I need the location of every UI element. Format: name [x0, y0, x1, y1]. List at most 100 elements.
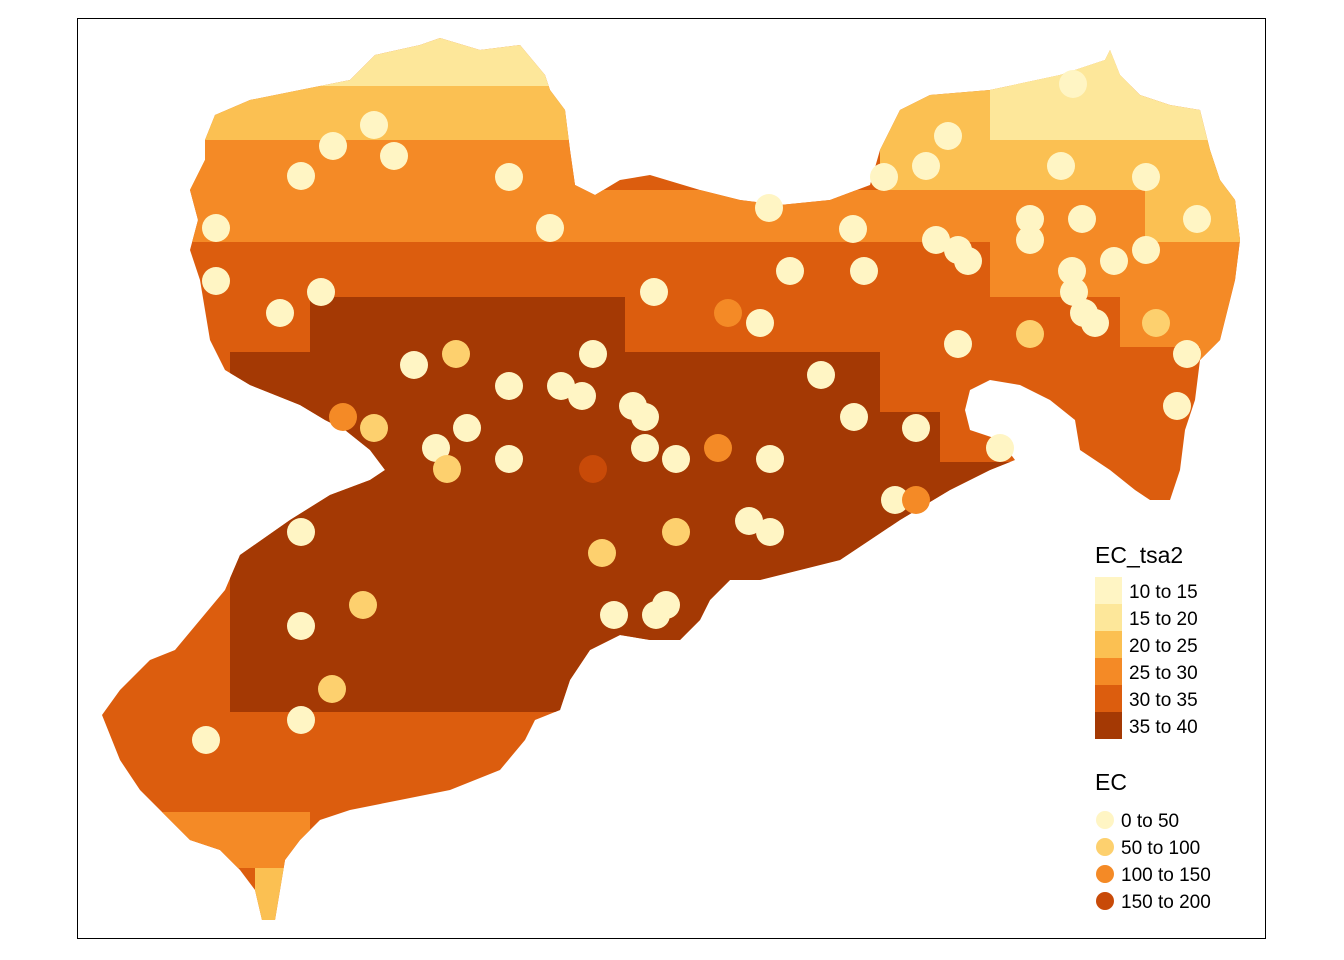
ec-station-point — [319, 132, 347, 160]
ec-station-point — [631, 403, 659, 431]
ec-station-point — [944, 330, 972, 358]
raster-legend-title: EC_tsa2 — [1095, 542, 1183, 568]
ec-station-point — [735, 507, 763, 535]
ec-station-point — [579, 455, 607, 483]
raster-legend-swatch — [1095, 604, 1122, 631]
temperature-raster — [102, 38, 1240, 920]
ec-station-point — [1047, 152, 1075, 180]
ec-station-point — [756, 518, 784, 546]
raster-legend-label: 15 to 20 — [1129, 609, 1198, 630]
ec-station-point — [307, 278, 335, 306]
ec-station-point — [776, 257, 804, 285]
ec-station-point — [266, 299, 294, 327]
ec-station-point — [360, 111, 388, 139]
point-legend: EC 0 to 50 50 to 100 100 to 150 150 to 200 — [1095, 769, 1211, 913]
ec-station-point — [192, 726, 220, 754]
raster-band — [990, 86, 1240, 140]
point-legend-label: 50 to 100 — [1121, 838, 1200, 859]
point-legend-label: 0 to 50 — [1121, 811, 1179, 832]
ec-station-point — [287, 518, 315, 546]
ec-station-point — [287, 612, 315, 640]
ec-station-point — [495, 163, 523, 191]
raster-band — [255, 868, 285, 920]
raster-band — [1200, 347, 1240, 402]
raster-legend-swatch — [1095, 577, 1122, 604]
ec-station-point — [954, 247, 982, 275]
ec-station-point — [755, 194, 783, 222]
ec-station-point — [380, 142, 408, 170]
ec-station-point — [662, 445, 690, 473]
ec-station-point — [902, 414, 930, 442]
ec-station-point — [1059, 70, 1087, 98]
ec-station-point — [922, 226, 950, 254]
point-legend-label: 150 to 200 — [1121, 892, 1211, 913]
ec-station-point — [839, 215, 867, 243]
ec-station-point — [495, 445, 523, 473]
ec-station-point — [547, 372, 575, 400]
ec-station-point — [1163, 392, 1191, 420]
ec-station-point — [536, 214, 564, 242]
ec-station-point — [714, 299, 742, 327]
ec-station-point — [934, 122, 962, 150]
ec-station-point — [1183, 205, 1211, 233]
ec-station-point — [704, 434, 732, 462]
raster-legend-swatch — [1095, 685, 1122, 712]
raster-band — [1120, 297, 1240, 347]
ec-station-point — [746, 309, 774, 337]
ec-station-point — [287, 162, 315, 190]
ec-station-point — [662, 518, 690, 546]
raster-band — [190, 190, 1240, 242]
ec-station-point — [1016, 205, 1044, 233]
ec-station-point — [1016, 226, 1044, 254]
ec-station-point — [902, 486, 930, 514]
point-legend-symbol — [1096, 838, 1114, 856]
ec-station-point — [652, 591, 680, 619]
ec-station-point — [568, 382, 596, 410]
ec-station-point — [287, 706, 315, 734]
ec-station-point — [1132, 236, 1160, 264]
ec-station-point — [600, 601, 628, 629]
raster-band — [560, 86, 590, 140]
ec-station-point — [453, 414, 481, 442]
raster-legend-label: 20 to 25 — [1129, 636, 1198, 657]
ec-station-point — [1132, 163, 1160, 191]
ec-station-point — [631, 434, 659, 462]
ec-station-point — [318, 675, 346, 703]
raster-legend-label: 10 to 15 — [1129, 582, 1198, 603]
ec-station-point — [912, 152, 940, 180]
ec-station-point — [1058, 257, 1086, 285]
point-legend-symbol — [1096, 892, 1114, 910]
ec-station-point — [1081, 309, 1109, 337]
raster-legend: EC_tsa2 10 to 15 15 to 20 20 to 25 25 to 30… — [1095, 542, 1198, 739]
ec-station-point — [442, 340, 470, 368]
ec-station-point — [422, 434, 450, 462]
ec-station-point — [1068, 205, 1096, 233]
ec-station-point — [1142, 309, 1170, 337]
ec-station-point — [579, 340, 607, 368]
ec-station-point — [1100, 247, 1128, 275]
raster-legend-swatch — [1095, 631, 1122, 658]
ec-station-point — [400, 351, 428, 379]
ec-station-point — [202, 267, 230, 295]
ec-station-point — [1016, 320, 1044, 348]
raster-band — [990, 40, 1240, 86]
raster-legend-label: 25 to 30 — [1129, 663, 1198, 684]
ec-station-point — [495, 372, 523, 400]
raster-legend-label: 35 to 40 — [1129, 717, 1198, 738]
ec-station-point — [881, 486, 909, 514]
ec-station-point — [202, 214, 230, 242]
ec-points — [192, 70, 1211, 754]
ec-station-point — [1173, 340, 1201, 368]
ec-station-point — [756, 445, 784, 473]
raster-legend-swatch — [1095, 658, 1122, 685]
ec-station-point — [349, 591, 377, 619]
point-legend-symbol — [1096, 811, 1114, 829]
ec-station-point — [840, 403, 868, 431]
ec-station-point — [870, 163, 898, 191]
raster-legend-label: 30 to 35 — [1129, 690, 1198, 711]
ec-station-point — [850, 257, 878, 285]
point-legend-title: EC — [1095, 769, 1127, 795]
point-legend-symbol — [1096, 865, 1114, 883]
raster-band — [150, 812, 310, 868]
